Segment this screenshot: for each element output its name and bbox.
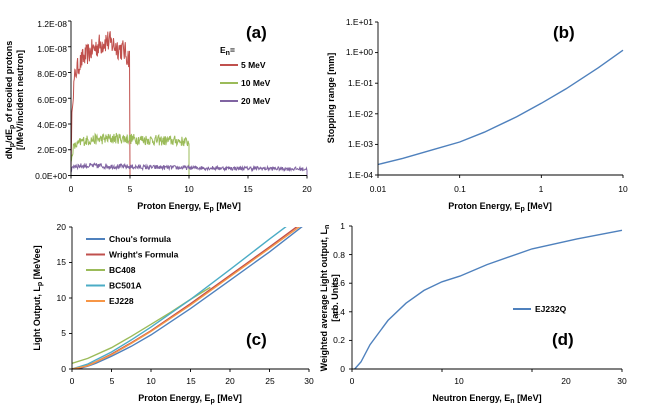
c-xtick-label: 30 <box>304 376 314 386</box>
a-xtick-label: 20 <box>302 184 312 194</box>
b-panel-label: (b) <box>553 23 575 42</box>
d-legend-label: EJ232Q <box>535 304 567 314</box>
a-series-line <box>70 132 307 176</box>
b-ytick-label: 1.E-01 <box>348 78 373 88</box>
a-legend-label: 10 MeV <box>241 78 271 88</box>
a-ytick-label: 6.0E-09 <box>37 95 67 105</box>
a-panel-label: (a) <box>246 23 267 42</box>
d-series-line <box>354 229 623 370</box>
c-legend-label: BC408 <box>109 265 136 275</box>
c-x-axis-label: Proton Energy, Ep [MeV] <box>138 393 242 405</box>
b-xtick-label: 10 <box>618 184 628 194</box>
d-xtick-label: 0 <box>350 376 355 386</box>
c-ytick-label: 15 <box>57 257 67 267</box>
a-legend-label: 20 MeV <box>241 96 271 106</box>
b-xtick-label: 1 <box>539 184 544 194</box>
a-legend-label: 5 MeV <box>241 60 266 70</box>
d-y-axis-label-line2: [arb. Units] <box>330 274 340 322</box>
a-plot-area <box>68 20 308 179</box>
c-legend-label: EJ228 <box>109 296 134 306</box>
a-ytick-label: 2.0E-09 <box>37 145 67 155</box>
d-xtick-label: 10 <box>454 376 464 386</box>
c-ytick-label: 10 <box>57 293 67 303</box>
a-series-line <box>70 31 307 176</box>
c-legend-label: Wright's Formula <box>109 250 179 260</box>
a-xtick-label: 5 <box>128 184 133 194</box>
c-xtick-label: 20 <box>225 376 235 386</box>
c-xtick-label: 10 <box>146 376 156 386</box>
b-ytick-label: 1.E-02 <box>348 109 373 119</box>
d-ytick-label: 0 <box>340 364 345 374</box>
b-ytick-label: 1.E-04 <box>348 170 373 180</box>
d-xtick-label: 20 <box>561 376 571 386</box>
c-ytick-label: 0 <box>61 364 66 374</box>
d-ytick-label: 0.8 <box>333 250 345 260</box>
c-plot-area <box>69 226 310 372</box>
panel-a: 0.0E+00 2.0E-09 4.0E-09 6.0E-09 8.0E-09 … <box>4 19 312 213</box>
c-xtick-label: 15 <box>186 376 196 386</box>
d-ytick-label: 0.2 <box>333 335 345 345</box>
c-series-group <box>72 227 303 369</box>
c-series-line <box>72 286 211 364</box>
b-ytick-label: 1.E+01 <box>346 17 373 27</box>
panel-b: 1.E-04 1.E-03 1.E-02 1.E-01 1.E+00 1.E+0… <box>326 17 628 213</box>
b-series-line <box>377 49 624 166</box>
d-panel-label: (d) <box>552 330 574 349</box>
c-legend: Chou's formula Wright's Formula BC408 BC501… <box>86 234 179 306</box>
b-xtick-label: 0.01 <box>370 184 387 194</box>
c-xtick-label: 25 <box>265 376 275 386</box>
a-x-axis-label: Proton Energy, Ep [MeV] <box>137 201 241 213</box>
a-series-line <box>70 162 308 176</box>
b-plot-area <box>375 21 624 178</box>
a-ytick-label: 0.0E+00 <box>35 171 67 181</box>
c-xtick-label: 5 <box>110 376 115 386</box>
c-series-line <box>72 227 298 369</box>
a-legend-title: En= <box>220 45 235 57</box>
d-x-axis-label: Neutron Energy, En [MeV] <box>432 393 541 405</box>
panel-d: 0 0.2 0.4 0.6 0.8 1 0 10 20 30 Neutron E… <box>319 221 627 405</box>
c-panel-label: (c) <box>246 330 267 349</box>
a-y-axis-label: dNp/dEp of recoiled protons <box>4 41 16 160</box>
b-y-axis-label: Stopping range [mm] <box>326 53 336 144</box>
d-xtick-label: 30 <box>617 376 627 386</box>
b-ytick-label: 1.E+00 <box>346 47 373 57</box>
c-legend-label: Chou's formula <box>109 234 171 244</box>
a-xtick-label: 15 <box>243 184 253 194</box>
c-series-line <box>72 227 287 369</box>
a-xtick-label: 10 <box>184 184 194 194</box>
b-x-axis-label: Proton Energy, Ep [MeV] <box>448 201 552 213</box>
a-xtick-label: 0 <box>69 184 74 194</box>
a-ytick-label: 1.2E-08 <box>37 19 67 29</box>
c-series-line <box>72 227 301 369</box>
c-ytick-label: 20 <box>57 222 67 232</box>
d-ytick-label: 0.4 <box>333 307 345 317</box>
d-plot-area <box>349 225 623 372</box>
c-y-axis-label: Light Output, Lp [MeVee] <box>32 245 44 350</box>
c-legend-label: BC501A <box>109 281 142 291</box>
c-ytick-label: 5 <box>61 328 66 338</box>
d-legend: EJ232Q <box>513 304 567 314</box>
a-ytick-label: 8.0E-09 <box>37 69 67 79</box>
b-ytick-label: 1.E-03 <box>348 139 373 149</box>
a-y-axis-label-line2: [/MeV/incident neutron] <box>15 50 25 150</box>
d-y-axis-label: Weighted average Light output, Ln <box>319 225 331 372</box>
panel-c: 0 5 10 15 20 0 5 10 15 20 25 30 Proton E… <box>32 222 314 405</box>
d-ytick-label: 0.6 <box>333 278 345 288</box>
d-ytick-label: 1 <box>340 221 345 231</box>
a-ytick-label: 4.0E-09 <box>37 120 67 130</box>
c-xtick-label: 0 <box>70 376 75 386</box>
b-xtick-label: 0.1 <box>454 184 466 194</box>
a-legend: 5 MeV 10 MeV 20 MeV <box>220 60 271 106</box>
a-ytick-label: 1.0E-08 <box>37 44 67 54</box>
